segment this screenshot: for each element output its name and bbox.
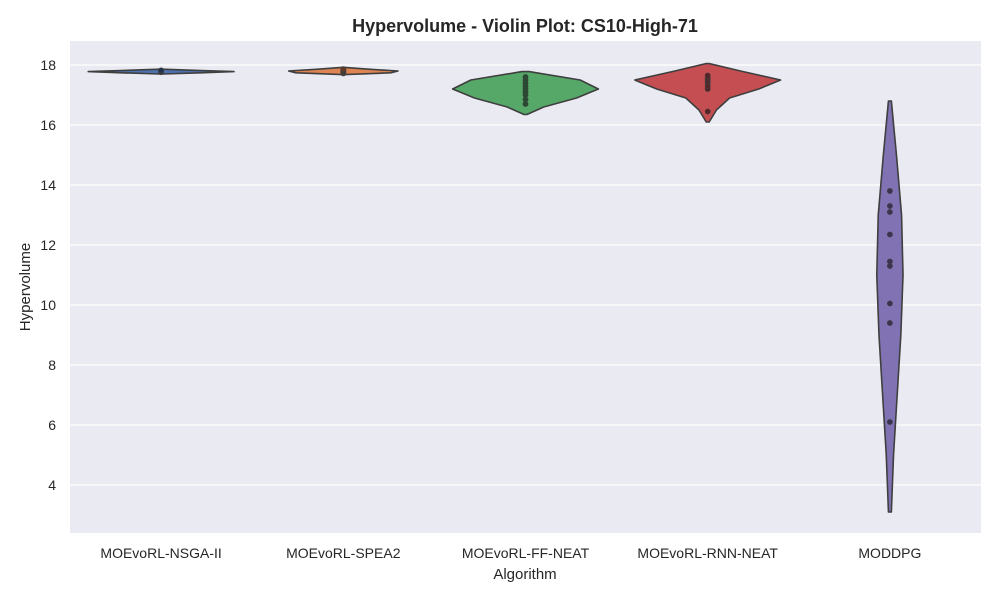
data-point <box>887 320 893 326</box>
plot-background <box>70 41 981 533</box>
x-axis-label: Algorithm <box>493 566 556 583</box>
y-tick-label: 14 <box>40 177 56 193</box>
data-point <box>887 258 893 265</box>
y-tick-label: 8 <box>48 357 56 373</box>
data-point <box>887 209 893 215</box>
y-tick-label: 10 <box>40 297 56 313</box>
x-tick-label: MOEvoRL-FF-NEAT <box>462 545 590 561</box>
y-axis-label: Hypervolume <box>17 243 34 331</box>
x-tick-label: MODDPG <box>858 545 921 561</box>
data-point <box>887 419 893 425</box>
chart-title: Hypervolume - Violin Plot: CS10-High-71 <box>352 16 698 36</box>
violin-body <box>875 100 904 513</box>
y-tick-label: 18 <box>40 57 56 73</box>
y-tick-label: 4 <box>48 477 56 493</box>
violin-body <box>634 62 782 123</box>
data-point <box>158 67 164 74</box>
data-point <box>704 108 711 115</box>
x-ticks: MOEvoRL-NSGA-II MOEvoRL-SPEA2 MOEvoRL-FF-N… <box>100 545 921 561</box>
data-point <box>704 72 711 79</box>
x-tick-label: MOEvoRL-RNN-NEAT <box>637 545 778 561</box>
y-tick-label: 6 <box>48 417 56 433</box>
x-tick-label: MOEvoRL-NSGA-II <box>100 545 221 561</box>
data-point <box>887 203 893 209</box>
x-tick-label: MOEvoRL-SPEA2 <box>286 545 401 561</box>
y-ticks: 4 6 8 10 12 14 16 18 <box>40 57 56 493</box>
data-point <box>887 188 893 194</box>
data-point <box>887 231 893 238</box>
violins <box>87 62 904 513</box>
grid <box>70 64 981 486</box>
data-point <box>887 300 893 307</box>
y-tick-label: 16 <box>40 117 56 133</box>
y-tick-label: 12 <box>40 237 56 253</box>
data-point <box>340 66 347 73</box>
data-point <box>522 74 529 80</box>
